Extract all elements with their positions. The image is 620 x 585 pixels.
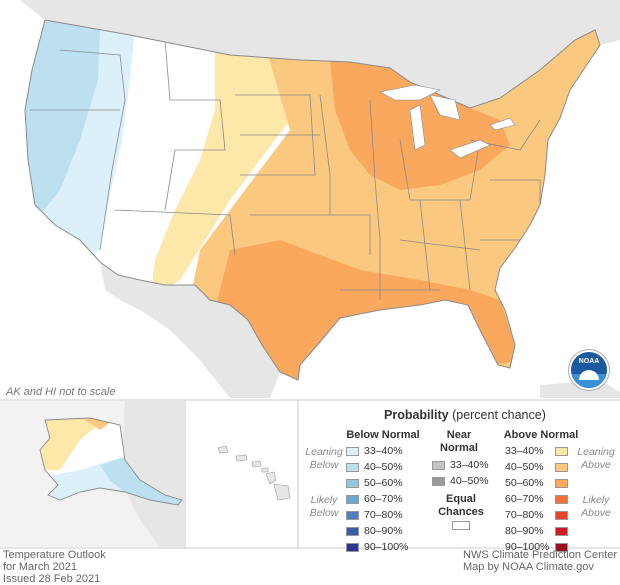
great-lakes bbox=[379, 84, 516, 159]
noaa-logo: NOAA bbox=[569, 350, 609, 390]
below-0-label: 33–40% bbox=[364, 445, 403, 457]
above-6-swatch bbox=[555, 543, 568, 552]
equal-chances-swatch bbox=[452, 521, 470, 530]
state-borders bbox=[30, 39, 541, 300]
below-6-label: 90–100% bbox=[364, 541, 409, 553]
footer-left-line1: Temperature Outlook bbox=[3, 549, 106, 561]
canada-near-alaska bbox=[122, 401, 184, 547]
leaning-above-line2: Above bbox=[581, 459, 611, 471]
noaa-logo-text: NOAA bbox=[578, 358, 600, 365]
footer-left-line3: Issued 28 Feb 2021 bbox=[3, 573, 101, 585]
footer-left-line2: for March 2021 bbox=[3, 561, 77, 573]
above-6-label: 90–100% bbox=[505, 541, 550, 553]
equal-chances-line1: Equal bbox=[446, 493, 476, 505]
likely-below-line2: Below bbox=[309, 507, 339, 519]
above-5-label: 80–90% bbox=[505, 525, 544, 537]
above-3-swatch bbox=[555, 495, 568, 504]
below-3-swatch bbox=[346, 495, 359, 504]
leaning-below-line2: Below bbox=[309, 459, 339, 471]
likely-above-line1: Likely bbox=[582, 494, 610, 506]
above-0-swatch bbox=[555, 447, 568, 456]
below-3-label: 60–70% bbox=[364, 493, 403, 505]
below-5-label: 80–90% bbox=[364, 525, 403, 537]
near-normal-header-line2: Normal bbox=[440, 442, 478, 454]
near-0-swatch bbox=[432, 461, 445, 470]
near-normal-header-line1: Near bbox=[446, 429, 472, 441]
above-1-label: 40–50% bbox=[505, 461, 544, 473]
near-1-swatch bbox=[432, 477, 445, 486]
below-1-swatch bbox=[346, 463, 359, 472]
scale-note: AK and HI not to scale bbox=[6, 386, 116, 398]
equal-chances-line2: Chances bbox=[438, 506, 484, 518]
likely-below-line1: Likely bbox=[310, 494, 338, 506]
above-4-label: 70–80% bbox=[505, 509, 544, 521]
footer-right-line1: NWS Climate Prediction Center bbox=[463, 549, 618, 561]
hawaii-islands bbox=[217, 445, 291, 501]
below-normal-header: Below Normal bbox=[346, 429, 420, 441]
below-1-label: 40–50% bbox=[364, 461, 403, 473]
above-5-swatch bbox=[555, 527, 568, 536]
leaning-below-line1: Leaning bbox=[305, 446, 343, 458]
leaning-above-line1: Leaning bbox=[577, 446, 615, 458]
legend-title: Probability (percent chance) bbox=[384, 408, 546, 422]
legend-title-bold: Probability bbox=[384, 408, 449, 422]
below-5-swatch bbox=[346, 527, 359, 536]
canada-land bbox=[0, 0, 620, 108]
above-4-swatch bbox=[555, 511, 568, 520]
below-0-swatch bbox=[346, 447, 359, 456]
alaska-outline bbox=[39, 417, 183, 506]
below-6-swatch bbox=[346, 543, 359, 552]
below-4-label: 70–80% bbox=[364, 509, 403, 521]
near-1-label: 40–50% bbox=[450, 475, 489, 487]
near-0-label: 33–40% bbox=[450, 459, 489, 471]
above-normal-header: Above Normal bbox=[503, 429, 579, 441]
above-2-label: 50–60% bbox=[505, 477, 544, 489]
above-1-swatch bbox=[555, 463, 568, 472]
below-4-swatch bbox=[346, 511, 359, 520]
above-3-label: 60–70% bbox=[505, 493, 544, 505]
below-2-swatch bbox=[346, 479, 359, 488]
mexico-land bbox=[100, 262, 280, 398]
conus-outline bbox=[24, 19, 601, 381]
legend-title-rest: (percent chance) bbox=[452, 408, 546, 422]
footer-right-line2: Map by NOAA Climate.gov bbox=[463, 561, 594, 573]
above-0-label: 33–40% bbox=[505, 445, 544, 457]
below-2-label: 50–60% bbox=[364, 477, 403, 489]
likely-above-line2: Above bbox=[581, 507, 611, 519]
above-2-swatch bbox=[555, 479, 568, 488]
